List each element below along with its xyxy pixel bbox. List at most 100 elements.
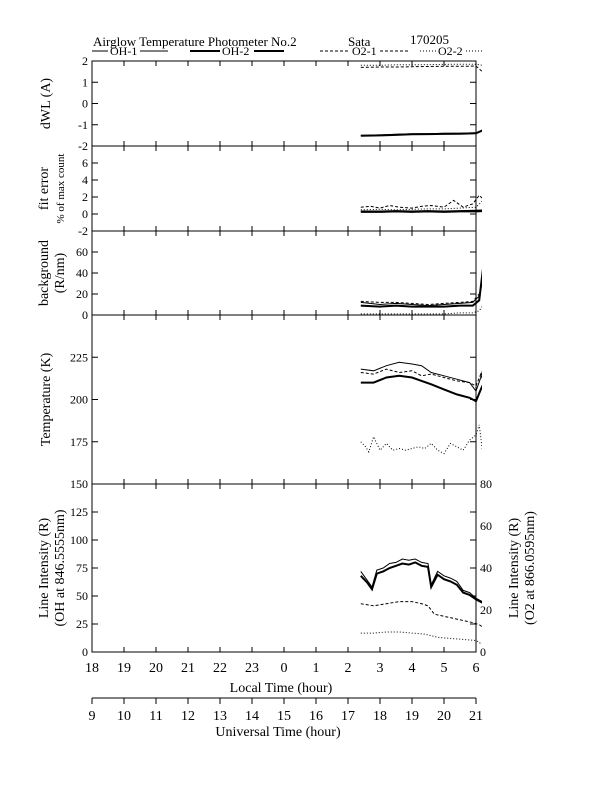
local-tick-label: 2	[345, 661, 352, 676]
y-tick-label: 20	[76, 287, 88, 301]
y-tick-label: 225	[70, 350, 88, 364]
ut-tick-label: 17	[341, 709, 355, 724]
local-tick-label: 5	[441, 661, 448, 676]
station-name: Sata	[348, 34, 371, 49]
series-o2-2-background	[360, 305, 482, 315]
y-axis-label: background	[37, 240, 52, 306]
legend-label-oh2: OH-2	[222, 44, 249, 58]
y-tick-label: 4	[82, 173, 88, 187]
y-tick-label: 1	[82, 75, 88, 89]
series-o2-1-intensity	[360, 601, 482, 628]
y-tick-label: 125	[70, 505, 88, 519]
panel-frame-fit_error	[91, 145, 477, 232]
local-time-ticks: 18 19 20 21 22 23 0 1 2 3 4 5 6	[85, 661, 480, 676]
series-o2-1-background	[360, 284, 482, 306]
ut-tick-label: 12	[181, 709, 195, 724]
series-oh-2-temperature	[360, 374, 482, 403]
series-oh-2-dwl	[360, 129, 482, 137]
series-oh-1-intensity	[360, 558, 482, 602]
legend-label-o22: O2-2	[438, 44, 463, 58]
y-tick-label: 75	[76, 561, 88, 575]
ut-tick-label: 19	[405, 709, 419, 724]
y-axis-label: dWL (A)	[39, 78, 54, 130]
local-tick-label: 23	[245, 661, 259, 676]
legend: OH-1 OH-2 O2-1 O2-2	[92, 44, 484, 58]
legend-label-o21: O2-1	[352, 44, 377, 58]
y-tick-label: 50	[76, 589, 88, 603]
y-axis-label: Line Intensity (R)	[37, 518, 52, 619]
y-tick-label: -2	[78, 139, 88, 153]
y2-tick-label: 20	[480, 603, 492, 617]
series-o2-2-intensity	[360, 631, 482, 645]
date-label: 170205	[410, 32, 449, 47]
series-oh-1-background	[360, 281, 482, 307]
y-tick-label: 100	[70, 533, 88, 547]
series-o2-2-dwl	[360, 63, 482, 67]
y-tick-label: 60	[76, 245, 88, 259]
ut-tick-label: 21	[469, 709, 483, 724]
local-tick-label: 20	[149, 661, 163, 676]
local-time-label: Local Time (hour)	[230, 681, 333, 696]
y-tick-label: -2	[78, 224, 88, 238]
series-oh-2-intensity	[360, 561, 482, 604]
ut-tick-label: 14	[245, 709, 259, 724]
ut-time-ticks: 9 10 11 12 13 14 15 16 17 18 19 20 21	[89, 698, 483, 724]
ut-tick-label: 15	[277, 709, 291, 724]
local-tick-label: 0	[281, 661, 288, 676]
series-o2-1-temperature	[360, 368, 482, 387]
y-tick-label: 0	[82, 645, 88, 659]
y2-axis-label: (O2 at 866.0595nm)	[523, 511, 538, 625]
series-o2-1-fit_error	[360, 194, 482, 209]
y-tick-label: 2	[82, 190, 88, 204]
local-tick-label: 18	[85, 661, 99, 676]
y-tick-label: 40	[76, 266, 88, 280]
panel-frame-background	[91, 230, 477, 316]
local-tick-label: 4	[409, 661, 416, 676]
local-tick-label: 19	[117, 661, 131, 676]
panel-background: 60 40 20 0 background (R/nm)	[37, 230, 482, 322]
ut-time-label: Universal Time (hour)	[215, 725, 341, 740]
panel-frame-intensity	[91, 483, 477, 653]
y-tick-label: 25	[76, 617, 88, 631]
ut-tick-label: 18	[373, 709, 387, 724]
series-o2-2-temperature	[360, 424, 482, 455]
panel-fit_error: 6 4 2 0 -2 fit error% of max count	[37, 145, 482, 238]
y2-tick-label: 0	[480, 645, 486, 659]
y-axis-label: (OH at 846.5555nm)	[53, 509, 68, 626]
ut-tick-label: 10	[117, 709, 131, 724]
y2-tick-label: 40	[480, 561, 492, 575]
local-tick-label: 6	[473, 661, 480, 676]
y-tick-label: 6	[82, 156, 88, 170]
y-tick-label: 200	[70, 393, 88, 407]
ut-tick-label: 13	[213, 709, 227, 724]
local-tick-label: 21	[181, 661, 195, 676]
y-axis-label: fit error	[37, 167, 52, 210]
y-tick-label: 150	[70, 477, 88, 491]
series-o2-1-dwl	[360, 65, 482, 73]
y2-tick-label: 60	[480, 519, 492, 533]
legend-label-oh1: OH-1	[110, 44, 137, 58]
panel-temperature: 225 200 175 Temperature (K)	[39, 314, 482, 485]
series-oh-1-temperature	[360, 361, 482, 393]
local-tick-label: 1	[313, 661, 320, 676]
y-tick-label: 175	[70, 435, 88, 449]
y-axis-label: % of max count	[55, 154, 67, 224]
ut-tick-label: 9	[89, 709, 96, 724]
series-oh-2-background	[360, 268, 482, 308]
panel-dwl: 2 1 0 -1 -2 dWL (A)	[39, 54, 482, 153]
y-axis-label: (R/nm)	[53, 252, 68, 293]
y-axis-label: Temperature (K)	[39, 352, 54, 446]
y-tick-label: 2	[82, 54, 88, 68]
y-tick-label: 0	[82, 207, 88, 221]
y2-tick-label: 80	[480, 477, 492, 491]
chart-title: Airglow Temperature Photometer No.2	[93, 34, 297, 49]
series-oh-2-fit_error	[360, 210, 482, 213]
y-tick-label: 0	[82, 308, 88, 322]
panel-frame-temperature	[91, 314, 477, 485]
ut-tick-label: 16	[309, 709, 323, 724]
panel-intensity: 150 125 100 75 50 25 0 80 60 40 20 0 Line Intensity …	[37, 477, 538, 659]
series-o2-2-fit_error	[360, 200, 482, 211]
local-tick-label: 3	[377, 661, 384, 676]
